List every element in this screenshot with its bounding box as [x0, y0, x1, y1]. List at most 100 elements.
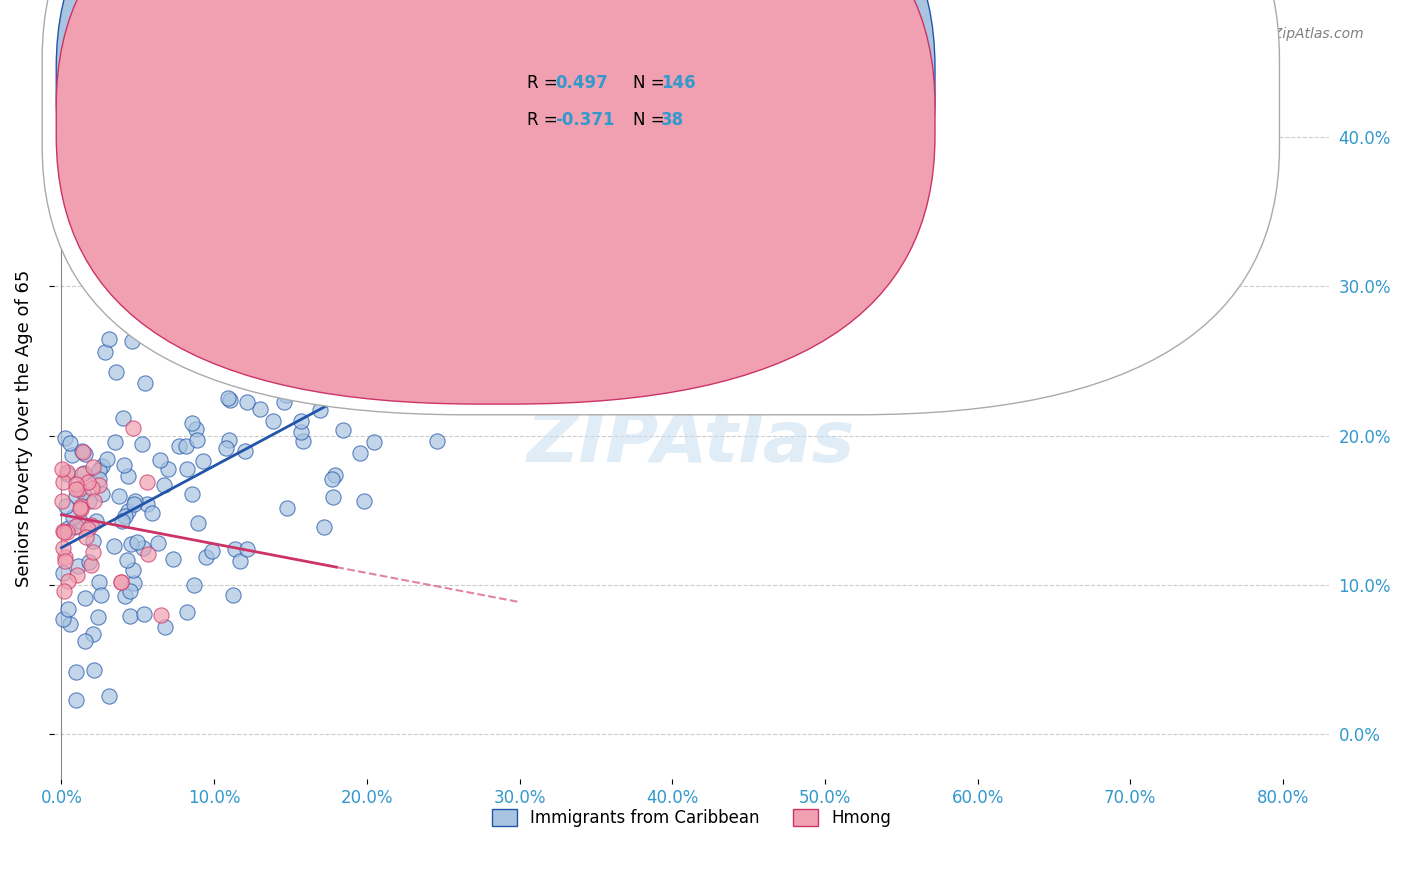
Point — [89, 472, 111, 486]
Text: -0.371: -0.371 — [555, 112, 614, 129]
Point — [321, 472, 343, 486]
Point — [82, 534, 104, 549]
Point — [136, 547, 159, 561]
Point — [602, 100, 624, 114]
Point — [65, 483, 87, 497]
Point — [103, 539, 125, 553]
Point — [312, 520, 335, 534]
Point — [353, 493, 375, 508]
Point — [134, 376, 156, 390]
Point — [55, 499, 77, 513]
Point — [167, 439, 190, 453]
Point — [186, 433, 208, 447]
Point — [363, 434, 385, 449]
Point — [537, 325, 560, 339]
Text: R =: R = — [527, 74, 564, 92]
Point — [51, 494, 73, 508]
Point — [118, 583, 141, 598]
Point — [114, 590, 136, 604]
Point — [152, 177, 174, 191]
Point — [52, 566, 75, 580]
Y-axis label: Seniors Poverty Over the Age of 65: Seniors Poverty Over the Age of 65 — [15, 269, 32, 587]
Point — [75, 591, 97, 605]
Point — [136, 475, 159, 489]
Point — [153, 619, 176, 633]
Point — [72, 484, 94, 499]
Point — [75, 530, 97, 544]
Point — [77, 475, 100, 490]
Point — [79, 555, 101, 569]
Point — [183, 578, 205, 592]
Point — [110, 574, 132, 589]
Point — [62, 520, 84, 534]
Point — [62, 510, 84, 524]
Point — [82, 460, 104, 475]
Point — [72, 443, 94, 458]
Point — [517, 141, 540, 155]
Point — [69, 514, 91, 528]
Point — [108, 489, 131, 503]
Point — [132, 541, 155, 555]
Point — [121, 334, 143, 349]
Point — [104, 434, 127, 449]
Point — [276, 501, 298, 516]
Point — [52, 524, 75, 539]
Point — [69, 500, 91, 515]
Point — [595, 191, 617, 205]
Point — [65, 489, 87, 503]
Point — [58, 602, 80, 616]
Point — [77, 494, 100, 508]
Point — [415, 334, 437, 349]
Point — [249, 402, 271, 417]
Point — [194, 351, 217, 366]
Point — [111, 411, 134, 425]
Point — [82, 544, 104, 558]
Point — [96, 452, 118, 467]
Point — [87, 574, 110, 589]
Point — [352, 382, 374, 396]
Point — [62, 448, 84, 462]
Point — [215, 441, 238, 455]
Point — [692, 318, 714, 332]
Point — [458, 388, 481, 402]
Point — [122, 576, 145, 591]
Point — [125, 535, 148, 549]
Point — [450, 303, 472, 318]
Point — [332, 423, 354, 437]
Point — [193, 454, 215, 468]
Point — [82, 627, 104, 641]
Text: IMMIGRANTS FROM CARIBBEAN VS HMONG SENIORS POVERTY OVER THE AGE OF 65 CORRELATIO: IMMIGRANTS FROM CARIBBEAN VS HMONG SENIO… — [42, 27, 1114, 45]
Point — [463, 293, 485, 307]
Point — [187, 516, 209, 530]
Point — [94, 344, 117, 359]
Point — [52, 475, 75, 489]
Point — [73, 447, 96, 461]
Point — [845, 191, 868, 205]
Point — [124, 494, 146, 508]
Point — [65, 665, 87, 679]
Point — [491, 370, 513, 384]
Point — [87, 609, 110, 624]
Point — [184, 422, 207, 436]
Point — [229, 554, 252, 568]
Point — [353, 296, 375, 310]
Point — [117, 469, 139, 483]
Point — [374, 351, 396, 366]
Point — [218, 392, 240, 407]
Point — [262, 414, 284, 428]
Point — [115, 552, 138, 566]
Point — [90, 589, 112, 603]
Point — [53, 554, 76, 568]
Point — [122, 421, 145, 435]
Point — [117, 504, 139, 518]
Text: 0.497: 0.497 — [555, 74, 609, 92]
Point — [564, 193, 586, 207]
Text: ZIPAtlas: ZIPAtlas — [527, 408, 856, 476]
Point — [83, 663, 105, 677]
Point — [419, 288, 441, 302]
Point — [291, 434, 314, 449]
Text: Source: ZipAtlas.com: Source: ZipAtlas.com — [1216, 27, 1364, 41]
Point — [122, 497, 145, 511]
Point — [70, 467, 93, 482]
Point — [134, 607, 156, 621]
